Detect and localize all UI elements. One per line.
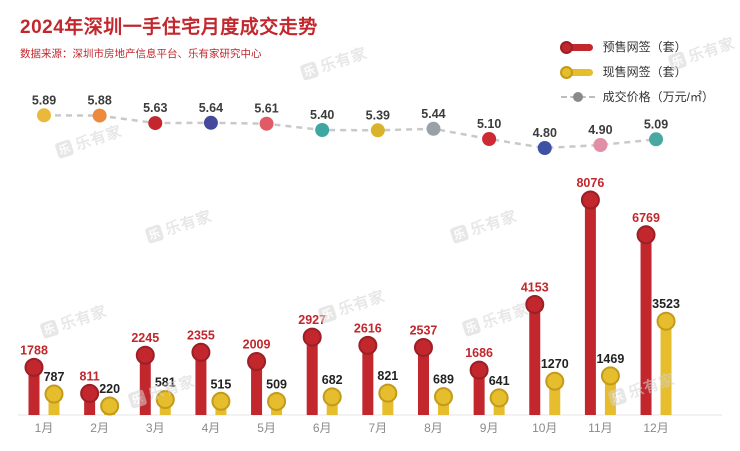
page-title: 2024年深圳一手住宅月度成交走势 [20, 17, 318, 38]
svg-text:5.44: 5.44 [421, 107, 445, 121]
svg-text:5.10: 5.10 [477, 117, 501, 131]
svg-text:2927: 2927 [298, 313, 326, 327]
legend-label: 成交价格（万元/㎡） [602, 90, 714, 104]
onsale-legend-mark-icon [559, 65, 595, 79]
legend-item-price[interactable]: 成交价格（万元/㎡） [560, 88, 714, 105]
svg-text:682: 682 [322, 373, 343, 387]
svg-text:509: 509 [266, 377, 287, 391]
svg-text:1469: 1469 [596, 352, 624, 366]
svg-text:5.61: 5.61 [254, 102, 278, 116]
legend-label: 预售网签（套） [602, 40, 687, 54]
svg-text:7月: 7月 [368, 421, 387, 435]
svg-text:5.39: 5.39 [366, 108, 390, 122]
svg-text:689: 689 [433, 373, 454, 387]
svg-text:4月: 4月 [202, 421, 221, 435]
svg-text:1270: 1270 [541, 357, 569, 371]
data-source: 数据来源：深圳市房地产信息平台、乐有家研究中心 [20, 48, 262, 60]
svg-text:2月: 2月 [90, 421, 109, 435]
svg-text:5.09: 5.09 [644, 117, 668, 131]
svg-text:5.88: 5.88 [87, 94, 111, 108]
svg-text:8076: 8076 [576, 176, 604, 190]
svg-text:10月: 10月 [532, 421, 557, 435]
svg-text:5.40: 5.40 [310, 108, 334, 122]
svg-text:5.89: 5.89 [32, 93, 56, 107]
svg-text:3523: 3523 [652, 297, 680, 311]
svg-text:2355: 2355 [187, 328, 215, 342]
svg-text:2245: 2245 [131, 331, 159, 345]
svg-text:1月: 1月 [35, 421, 54, 435]
svg-text:2537: 2537 [410, 323, 438, 337]
svg-text:12月: 12月 [643, 421, 668, 435]
svg-text:787: 787 [44, 370, 65, 384]
svg-text:1788: 1788 [20, 343, 48, 357]
svg-text:11月: 11月 [588, 421, 612, 435]
price-legend-mark-icon [560, 90, 595, 104]
svg-text:4.80: 4.80 [533, 126, 557, 140]
svg-text:5.63: 5.63 [143, 101, 167, 115]
legend-item-onsale[interactable]: 现售网签（套） [559, 63, 687, 80]
svg-text:1686: 1686 [465, 346, 493, 360]
svg-text:2009: 2009 [243, 338, 271, 352]
svg-text:3月: 3月 [146, 421, 165, 435]
legend: 预售网签（套） 现售网签（套） 成交价格（万元/㎡） [559, 38, 714, 105]
svg-text:8月: 8月 [424, 421, 443, 435]
svg-text:581: 581 [155, 376, 176, 390]
svg-text:515: 515 [210, 377, 231, 391]
svg-text:4153: 4153 [521, 280, 549, 294]
svg-text:641: 641 [489, 374, 510, 388]
svg-text:811: 811 [80, 369, 100, 383]
svg-text:220: 220 [99, 382, 120, 396]
svg-text:2616: 2616 [354, 321, 382, 335]
legend-item-presale[interactable]: 预售网签（套） [559, 38, 687, 55]
svg-text:4.90: 4.90 [588, 123, 612, 137]
svg-text:821: 821 [377, 369, 398, 383]
svg-text:9月: 9月 [480, 421, 499, 435]
chart-header: 2024年深圳一手住宅月度成交走势 数据来源：深圳市房地产信息平台、乐有家研究中… [20, 12, 318, 61]
svg-text:5月: 5月 [257, 421, 276, 435]
svg-text:6月: 6月 [313, 421, 332, 435]
svg-text:5.64: 5.64 [199, 101, 223, 115]
presale-legend-mark-icon [559, 40, 595, 54]
svg-text:6769: 6769 [632, 211, 660, 225]
legend-label: 现售网签（套） [602, 65, 687, 79]
